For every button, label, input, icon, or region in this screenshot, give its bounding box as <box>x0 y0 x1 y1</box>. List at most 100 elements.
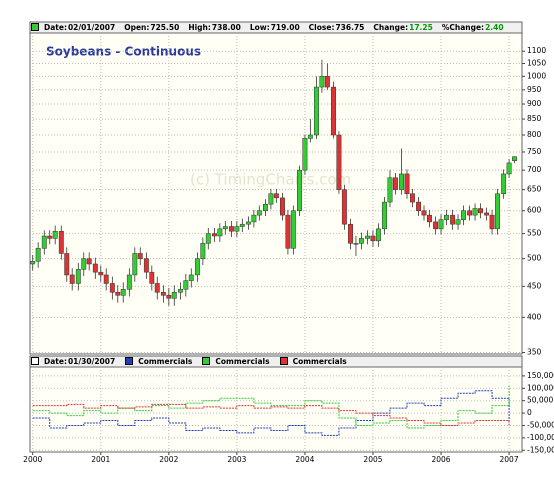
y-tick-label: 950 <box>527 85 542 94</box>
upper-header: Date:02/01/2007 Open:725.50 High:738.00 Low… <box>31 23 513 33</box>
x-tick-label: 2001 <box>91 455 110 464</box>
y-tick-label: 750 <box>527 147 542 156</box>
y-tick-label: 400 <box>527 312 542 321</box>
candle-body <box>348 223 353 244</box>
candle-body <box>438 219 444 230</box>
candle-body <box>188 274 194 281</box>
y-tick-label: 450 <box>527 281 542 290</box>
y-tick-label: 1000 <box>527 71 546 80</box>
header-value: 738.00 <box>211 23 241 32</box>
header-marker <box>31 357 39 365</box>
candle-body <box>314 86 319 136</box>
candle-body <box>336 134 342 190</box>
header-label: Open: <box>124 23 150 32</box>
candle-body <box>154 283 160 293</box>
header-marker <box>31 23 39 31</box>
candle-body <box>444 214 449 220</box>
candle-body <box>421 210 427 216</box>
series-line <box>32 385 510 429</box>
candle-body <box>324 76 330 88</box>
lower-header: Date:01/30/2007 Commercials Commercials Com… <box>31 357 357 367</box>
candle-body <box>81 258 87 270</box>
header-label: Date: <box>44 357 67 366</box>
candle-body <box>319 76 325 88</box>
candle-body <box>228 226 234 232</box>
x-tick-label: 2006 <box>431 455 450 464</box>
legend-marker <box>125 357 134 365</box>
header-field: Close:736.75 <box>309 23 370 32</box>
lower-panel <box>29 355 523 453</box>
header-label: High: <box>188 23 211 32</box>
candle-body <box>194 258 200 276</box>
candle-body <box>280 197 285 216</box>
candle-body <box>358 238 364 244</box>
lower-header-bar <box>29 355 523 368</box>
y-tick-label: -100,000 <box>527 433 554 442</box>
candle-body <box>69 274 75 284</box>
y-tick-label: 0 <box>527 408 532 417</box>
candle-body <box>392 177 398 190</box>
candle-body <box>200 243 206 259</box>
candle-body <box>409 193 415 203</box>
x-tick-label: 2004 <box>295 455 314 464</box>
header-field: Low:719.00 <box>250 23 305 32</box>
candle-body <box>217 228 223 237</box>
candle-body <box>58 230 64 254</box>
header-field: %Change:2.40 <box>442 23 509 32</box>
candle-body <box>307 134 313 139</box>
header-field: Date:02/01/2007 <box>44 23 120 32</box>
y-tick-label: 150,000 <box>527 371 554 380</box>
candle-body <box>455 219 461 225</box>
y-tick-label: -150,000 <box>527 445 554 454</box>
upper-header-bar <box>29 21 523 34</box>
x-tick-label: 2003 <box>227 455 246 464</box>
candle-body <box>450 214 456 225</box>
candle-body <box>404 173 410 194</box>
candle-body <box>47 235 53 239</box>
y-tick-label: 600 <box>527 206 542 215</box>
y-tick-label: 650 <box>527 185 542 194</box>
candle-body <box>495 193 500 230</box>
header-value: 725.50 <box>150 23 180 32</box>
candle-body <box>251 214 257 223</box>
candle-body <box>512 156 517 161</box>
header-value: 17.25 <box>409 23 433 32</box>
x-tick-label: 2007 <box>500 455 519 464</box>
y-tick-label: 1100 <box>527 46 546 55</box>
x-tick-label: 2002 <box>159 455 178 464</box>
candle-body <box>75 269 81 284</box>
legend-label: Commercials <box>138 357 193 366</box>
candle-body <box>30 261 36 265</box>
candle-body <box>467 210 473 216</box>
header-value: 01/30/2007 <box>67 357 116 366</box>
header-value: 719.00 <box>270 23 300 32</box>
candle-body <box>341 189 347 225</box>
candle-body <box>375 228 381 242</box>
header-field: High:738.00 <box>188 23 246 32</box>
header-label: Date: <box>44 23 67 32</box>
candle-body <box>365 235 370 239</box>
legend-label: Commercials <box>292 357 347 366</box>
candle-body <box>399 173 405 190</box>
candle-body <box>268 193 274 205</box>
header-value: 736.75 <box>335 23 365 32</box>
header-value: 2.40 <box>485 23 504 32</box>
candle-body <box>484 212 490 216</box>
candle-body <box>285 214 291 249</box>
candle-body <box>41 235 47 249</box>
candle-body <box>245 221 251 225</box>
candle-body <box>143 258 149 273</box>
y-tick-label: 800 <box>527 130 542 139</box>
candle-body <box>98 271 104 276</box>
header-field: Change:17.25 <box>373 23 437 32</box>
y-tick-label: 550 <box>527 229 542 238</box>
candle-body <box>256 210 262 216</box>
candle-body <box>149 271 155 284</box>
candle-body <box>427 214 432 223</box>
candle-body <box>370 235 376 242</box>
candle-body <box>86 258 92 265</box>
candle-body <box>273 193 279 199</box>
series-line <box>32 390 510 436</box>
candle-body <box>222 226 228 230</box>
